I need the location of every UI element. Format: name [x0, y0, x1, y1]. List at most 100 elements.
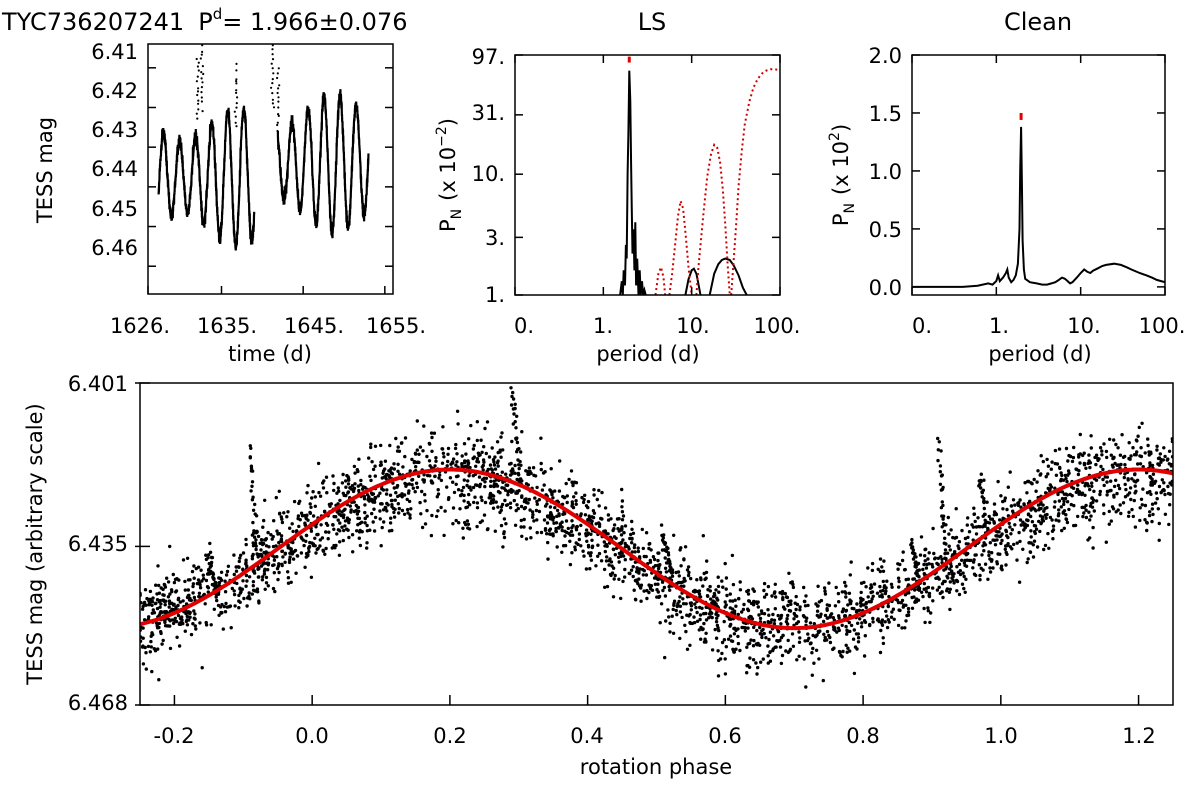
phase-point	[1123, 482, 1127, 487]
phase-point	[1114, 478, 1118, 482]
flare-point	[914, 555, 918, 559]
phase-point	[716, 649, 720, 653]
phase-point	[1112, 456, 1116, 460]
phase-point	[829, 612, 834, 616]
phase-point	[878, 557, 883, 561]
phase-point	[325, 491, 329, 495]
phase-point	[582, 554, 586, 558]
phase-point	[993, 543, 998, 547]
phase-point	[448, 476, 453, 480]
phase-point	[489, 467, 493, 471]
phase-point	[264, 544, 269, 548]
phase-point	[584, 528, 589, 532]
phase-point	[286, 576, 291, 580]
phase-point	[259, 538, 264, 542]
phased-points	[140, 386, 1173, 689]
phase-point	[1023, 481, 1027, 485]
phase-point	[483, 484, 487, 489]
phase-point	[410, 483, 414, 487]
phase-point	[1033, 524, 1038, 528]
phase-point	[266, 530, 270, 535]
phase-point	[610, 571, 615, 575]
phase-point	[522, 525, 526, 529]
phase-point	[414, 465, 418, 469]
phase-point	[558, 459, 562, 463]
phase-point	[966, 516, 970, 520]
phase-point	[990, 551, 994, 555]
phase-point	[574, 502, 578, 506]
phase-point	[731, 599, 735, 603]
phase-point	[288, 526, 292, 530]
phase-point	[850, 606, 854, 611]
flare-point	[249, 446, 253, 450]
phase-point	[758, 616, 763, 621]
phase-point	[714, 588, 718, 592]
phase-point	[822, 586, 827, 590]
phase-point	[502, 486, 506, 490]
flare-point	[209, 555, 214, 560]
phase-point	[332, 514, 336, 519]
phase-point	[1100, 453, 1104, 457]
phase-point	[755, 628, 759, 633]
phase-point	[945, 551, 950, 555]
phase-point	[335, 491, 339, 495]
phase-point	[1157, 484, 1162, 489]
phase-point	[795, 658, 799, 662]
phase-point	[787, 599, 791, 604]
phase-point	[1073, 523, 1078, 528]
phase-point	[244, 558, 248, 562]
phase-point	[611, 547, 616, 551]
phase-point	[1053, 500, 1057, 504]
phase-point	[348, 504, 352, 508]
window-function-line	[654, 263, 667, 295]
phase-point	[717, 590, 721, 594]
phase-point	[923, 547, 927, 552]
phase-point	[548, 532, 552, 536]
phase-point	[492, 484, 496, 489]
phase-point	[967, 558, 972, 563]
phase-point	[698, 595, 703, 599]
phase-point	[392, 467, 396, 471]
phase-point	[167, 605, 171, 609]
phase-point	[1035, 480, 1039, 484]
flare-point	[200, 91, 203, 94]
phase-point	[546, 557, 550, 561]
phase-point	[397, 511, 401, 515]
flare-point	[512, 412, 516, 416]
phase-point	[701, 584, 705, 588]
phase-point	[605, 584, 610, 589]
phase-point	[689, 576, 693, 581]
phase-point	[177, 578, 181, 582]
phase-point	[323, 509, 327, 513]
flare-point	[276, 72, 279, 75]
phase-point	[493, 455, 497, 459]
phase-point	[880, 623, 885, 627]
phase-point	[387, 469, 391, 473]
phase-point	[1122, 475, 1127, 480]
phase-point	[702, 612, 706, 616]
phase-point	[535, 518, 539, 522]
phase-point	[430, 513, 434, 518]
phase-point	[756, 665, 760, 670]
phase-point	[602, 567, 607, 572]
phase-point	[155, 606, 160, 611]
phase-point	[627, 571, 631, 575]
phase-point	[291, 557, 296, 561]
phase-point	[1138, 518, 1142, 523]
phase-point	[897, 585, 901, 589]
phase-point	[926, 557, 930, 561]
phase-point	[244, 562, 248, 566]
phase-point	[954, 535, 959, 540]
phase-point	[373, 464, 377, 468]
phase-point	[335, 532, 339, 536]
phase-point	[299, 535, 303, 539]
phase-point	[221, 627, 225, 631]
phase-point	[520, 494, 524, 498]
phase-point	[379, 443, 383, 448]
flare-point	[511, 397, 516, 401]
phase-point	[274, 495, 278, 500]
phase-point	[436, 492, 441, 496]
phase-point	[1115, 491, 1119, 496]
phase-point	[561, 544, 566, 548]
phase-point	[896, 576, 901, 580]
